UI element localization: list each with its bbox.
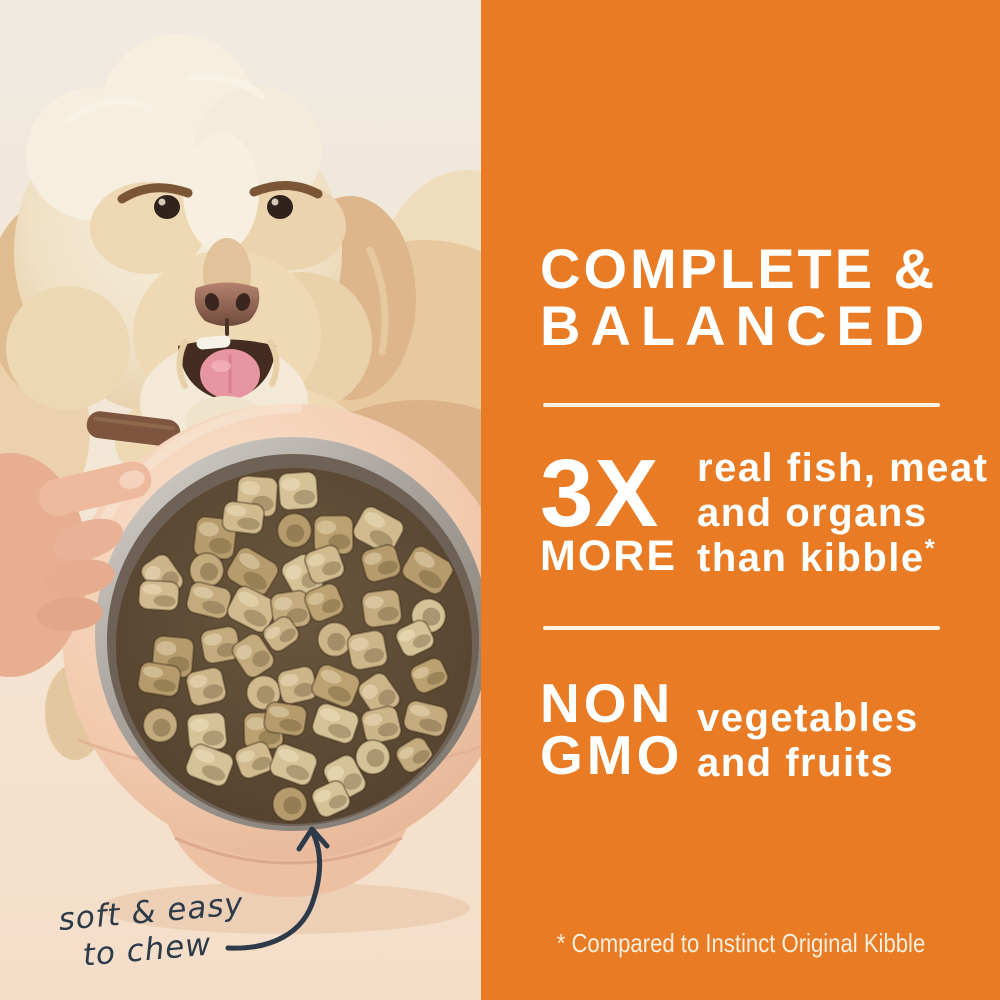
- kibble-nugget: [402, 699, 449, 738]
- kibble-nugget: [231, 633, 275, 679]
- kibble-nugget: [276, 512, 313, 549]
- kibble-nugget: [409, 657, 449, 694]
- kibble-nugget: [245, 674, 282, 711]
- divider: [543, 626, 940, 630]
- kibble-nugget: [311, 779, 351, 818]
- stat-more: MORE: [540, 532, 677, 580]
- kibble-nugget: [360, 705, 402, 745]
- footnote: * Compared to Instinct Original Kibble: [556, 928, 926, 958]
- divider: [543, 403, 940, 407]
- kibble-nugget: [360, 543, 402, 583]
- kibble-nugget: [316, 621, 353, 658]
- dog-eye-right: [267, 195, 293, 219]
- kibble-nugget: [303, 544, 346, 585]
- kibble-nugget: [401, 545, 454, 595]
- kibble-nugget: [185, 581, 232, 620]
- kibble-nuggets: [137, 471, 454, 822]
- kibble-nugget: [361, 588, 403, 629]
- desc-line: vegetables: [697, 696, 919, 740]
- kibble-nugget: [271, 786, 308, 822]
- stat-term-non-gmo: NON GMO: [540, 672, 684, 786]
- headline: COMPLETE & BALANCED: [540, 240, 937, 354]
- desc-line: real fish, meat: [697, 446, 989, 490]
- kibble-nugget: [276, 665, 319, 705]
- desc-line: than kibble*: [697, 533, 935, 580]
- fingernail: [119, 470, 145, 489]
- kibble-nugget: [226, 585, 279, 634]
- stat-term-3x-more: 3X MORE: [540, 440, 677, 580]
- kibble-nugget: [137, 661, 182, 698]
- stat-3x: 3X: [540, 440, 660, 547]
- kibble-nugget: [352, 505, 405, 555]
- dog-illustration: [0, 34, 481, 760]
- kibble-nugget: [311, 702, 360, 745]
- photo-panel: soft & easy to chew: [0, 0, 481, 1000]
- dog-teeth: [196, 335, 231, 350]
- kibble-nugget: [234, 741, 275, 780]
- footnote-marker: *: [924, 533, 935, 563]
- kibble-nugget: [199, 625, 242, 665]
- kibble-nugget: [221, 500, 266, 535]
- kibble-nugget: [346, 629, 389, 671]
- kibble-nugget: [313, 514, 355, 556]
- info-panel: COMPLETE & BALANCED 3X MORE real fish, m…: [481, 0, 1000, 1000]
- curved-arrow-icon: [225, 826, 330, 951]
- desc-line: and fruits: [697, 741, 895, 785]
- desc-line: and organs: [697, 491, 928, 535]
- kibble-nugget: [277, 471, 319, 511]
- kibble-nugget: [310, 663, 361, 708]
- kibble-nugget: [226, 546, 280, 597]
- kibble-nugget: [395, 619, 435, 658]
- stat-non: NON: [540, 672, 675, 734]
- index-finger: [39, 461, 152, 516]
- kibble-nugget: [262, 615, 300, 653]
- stat-gmo: GMO: [540, 724, 684, 786]
- headline-line1: COMPLETE &: [540, 237, 938, 300]
- dog-eye-left: [154, 195, 180, 219]
- kibble-nugget: [137, 579, 181, 612]
- collar-strap: [86, 411, 181, 447]
- kibble-nugget: [188, 552, 225, 589]
- kibble-nugget: [185, 666, 228, 707]
- kibble-nugget: [357, 672, 401, 717]
- stat-desc-3x-more: real fish, meat and organs than kibble*: [697, 446, 989, 585]
- kibble-nugget: [142, 707, 179, 744]
- stat-desc-non-gmo: vegetables and fruits: [697, 696, 919, 786]
- kibble-nugget: [395, 736, 434, 774]
- kibble-nugget: [269, 743, 318, 787]
- kibble-nugget: [263, 701, 308, 737]
- kibble-nugget: [185, 743, 235, 787]
- headline-line2: BALANCED: [540, 294, 935, 357]
- hand-holding-bowl: [0, 453, 152, 677]
- kibble-nugget: [303, 582, 345, 623]
- dog-bowl-photo: soft & easy to chew: [0, 0, 481, 1000]
- kibble-nugget: [354, 739, 391, 776]
- kibble-nugget: [186, 711, 228, 753]
- bowl-illustration: [62, 403, 481, 934]
